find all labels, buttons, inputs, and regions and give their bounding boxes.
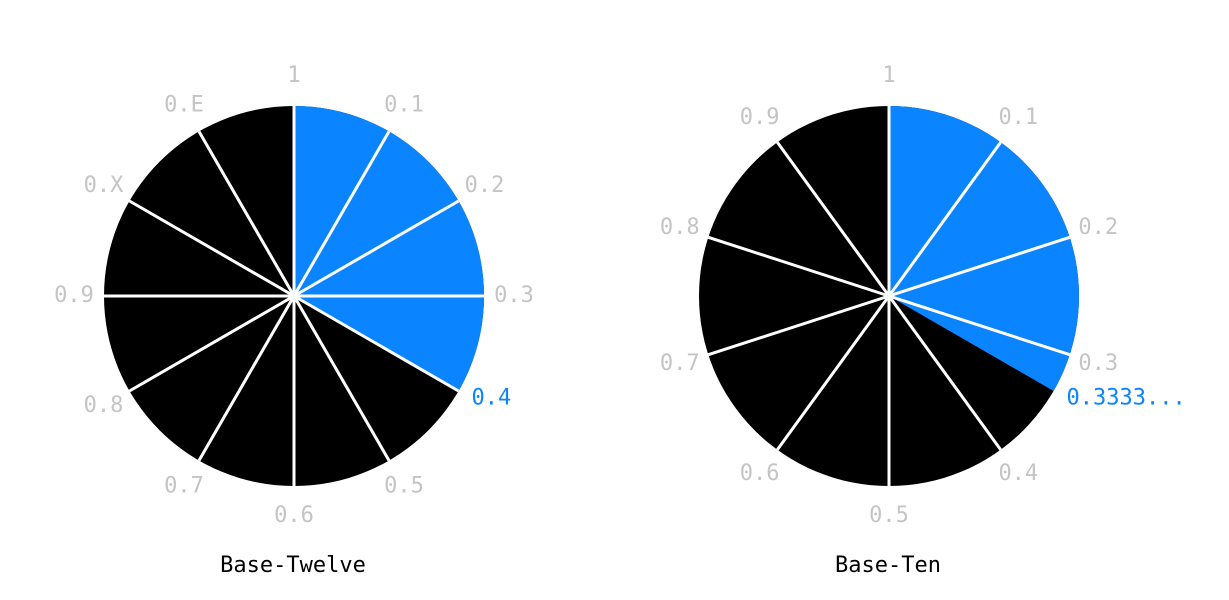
tick-label: 0.1 (998, 105, 1038, 130)
tick-label: 1 (882, 63, 895, 88)
tick-label: 0.7 (164, 474, 204, 499)
tick-label: 0.3 (1078, 351, 1118, 376)
tick-label: 0.X (84, 173, 124, 198)
result-label: 0.3333... (1067, 385, 1186, 410)
filled-wedge (889, 105, 1079, 391)
tick-label: 0.2 (465, 173, 505, 198)
tick-label: 1 (287, 63, 300, 88)
division-line (197, 130, 296, 297)
division-line (707, 294, 890, 357)
division-line (776, 295, 891, 451)
division-line (292, 130, 391, 297)
tick-label: 0.2 (1078, 215, 1118, 240)
tick-label: 0.7 (660, 351, 700, 376)
result-label: 0.4 (472, 386, 512, 411)
tick-label: 0.9 (54, 283, 94, 308)
tick-label: 0.4 (998, 461, 1038, 486)
division-line (128, 199, 295, 298)
division-line (776, 141, 891, 297)
tick-label: 0.8 (84, 393, 124, 418)
division-line (887, 295, 1002, 451)
division-line (888, 294, 1071, 357)
division-line (293, 199, 460, 298)
tick-label: 0.6 (740, 461, 780, 486)
division-line (128, 294, 295, 393)
division-line (887, 141, 1002, 297)
filled-wedge (294, 106, 484, 391)
dial: 1 0.1 0.2 0.3 0.4 0.5 0.6 0.7 0.8 0.9 0.3333... Bas… (660, 63, 1186, 578)
tick-label: 0.1 (384, 92, 424, 117)
tick-label: 0.6 (274, 503, 314, 528)
caption: Base-Twelve (220, 553, 366, 578)
tick-label: 0.5 (384, 474, 424, 499)
tick-label: 0.3 (494, 283, 534, 308)
tick-label: 0.5 (869, 503, 909, 528)
tick-label: 0.E (164, 92, 204, 117)
tick-label: 0.9 (740, 105, 780, 130)
division-line (292, 295, 391, 462)
tick-label: 0.8 (660, 215, 700, 240)
division-line (293, 294, 460, 393)
division-line (197, 295, 296, 462)
division-line (707, 235, 890, 298)
dial: 1 0.1 0.2 0.3 0.5 0.6 0.7 0.8 0.9 0.X 0.E 0.4 Base-T… (54, 63, 534, 578)
caption: Base-Ten (835, 553, 941, 578)
division-line (888, 235, 1071, 298)
